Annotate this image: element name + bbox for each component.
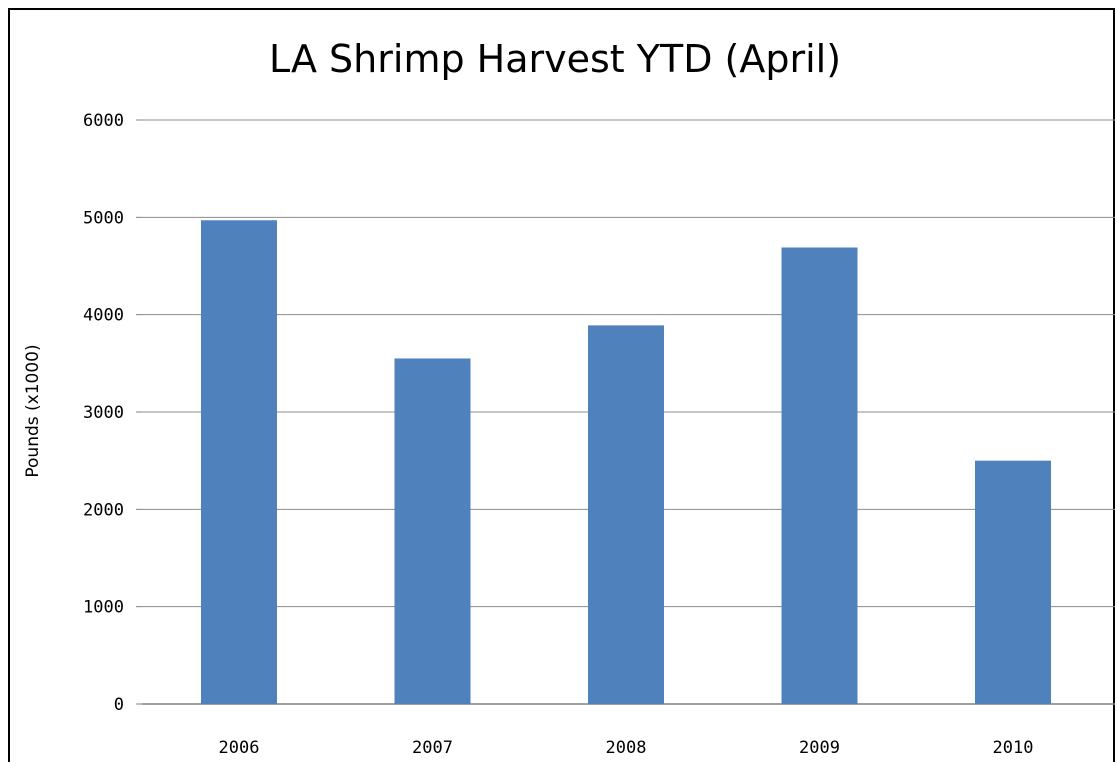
x-tick-label: 2008	[606, 738, 647, 758]
bar-2009	[781, 247, 858, 705]
x-axis-ticks: 2006 2007 2008 2009 2010	[219, 738, 1034, 758]
x-tick-label: 2009	[799, 738, 840, 758]
x-tick-label: 2010	[993, 738, 1034, 758]
bar-2007	[394, 358, 471, 704]
bar-2006	[201, 220, 277, 704]
bar-2010	[975, 460, 1051, 704]
bars	[201, 220, 1051, 705]
y-tick-label: 5000	[83, 208, 124, 228]
y-tick-label: 0	[114, 695, 124, 715]
y-tick-label: 3000	[83, 403, 124, 423]
x-tick-label: 2006	[219, 738, 260, 758]
chart-title: LA Shrimp Harvest YTD (April)	[269, 37, 841, 81]
y-tick-label: 1000	[83, 598, 124, 618]
y-tick-label: 2000	[83, 500, 124, 520]
y-axis-label: Pounds (x1000)	[23, 344, 43, 477]
bar-2008	[588, 325, 664, 704]
y-axis-ticks: 0 1000 2000 3000 4000 5000 6000	[83, 111, 142, 715]
chart-frame	[8, 8, 1115, 762]
y-tick-label: 6000	[83, 111, 124, 131]
y-tick-label: 4000	[83, 306, 124, 326]
x-tick-label: 2007	[412, 738, 453, 758]
